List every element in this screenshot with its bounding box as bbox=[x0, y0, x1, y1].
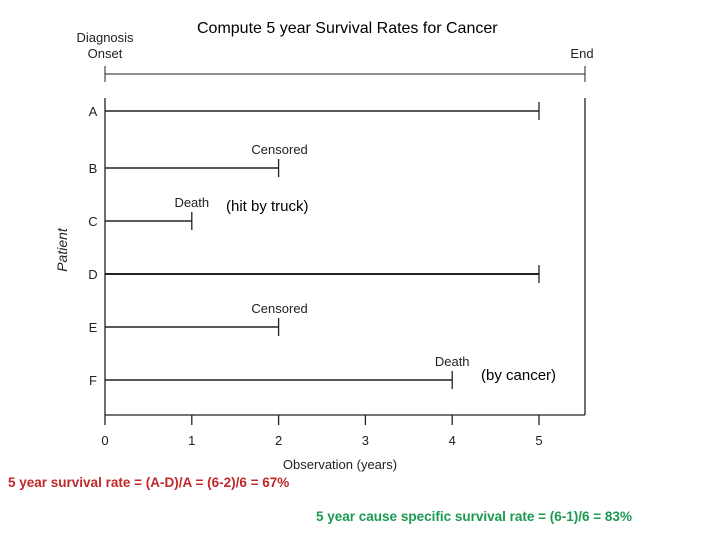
event-label-F: Death bbox=[435, 354, 470, 369]
patient-label-E: E bbox=[89, 320, 98, 335]
slide-title: Compute 5 year Survival Rates for Cancer bbox=[197, 20, 498, 37]
onset-label: Onset bbox=[88, 46, 123, 61]
x-tick-label-0: 0 bbox=[101, 433, 108, 448]
annotation-by-cancer: (by cancer) bbox=[481, 367, 557, 384]
annotation-hit-by-truck: (hit by truck) bbox=[226, 198, 309, 215]
patient-label-A: A bbox=[89, 104, 98, 119]
survival-rate-formula: 5 year survival rate = (A-D)/A = (6-2)/6… bbox=[8, 475, 290, 490]
patient-label-B: B bbox=[89, 161, 98, 176]
event-label-B: Censored bbox=[251, 142, 307, 157]
y-axis-label: Patient bbox=[54, 227, 70, 272]
cause-specific-survival-formula: 5 year cause specific survival rate = (6… bbox=[316, 509, 632, 524]
x-tick-label-1: 1 bbox=[188, 433, 195, 448]
event-label-C: Death bbox=[174, 195, 209, 210]
x-tick-label-2: 2 bbox=[275, 433, 282, 448]
event-label-E: Censored bbox=[251, 301, 307, 316]
diagnosis-label: Diagnosis bbox=[76, 30, 134, 45]
patient-label-D: D bbox=[88, 267, 97, 282]
x-axis-label: Observation (years) bbox=[283, 457, 397, 472]
x-tick-label-4: 4 bbox=[449, 433, 456, 448]
x-tick-label-5: 5 bbox=[535, 433, 542, 448]
patient-label-C: C bbox=[88, 214, 97, 229]
end-label: End bbox=[570, 46, 593, 61]
x-tick-label-3: 3 bbox=[362, 433, 369, 448]
patient-label-F: F bbox=[89, 373, 97, 388]
